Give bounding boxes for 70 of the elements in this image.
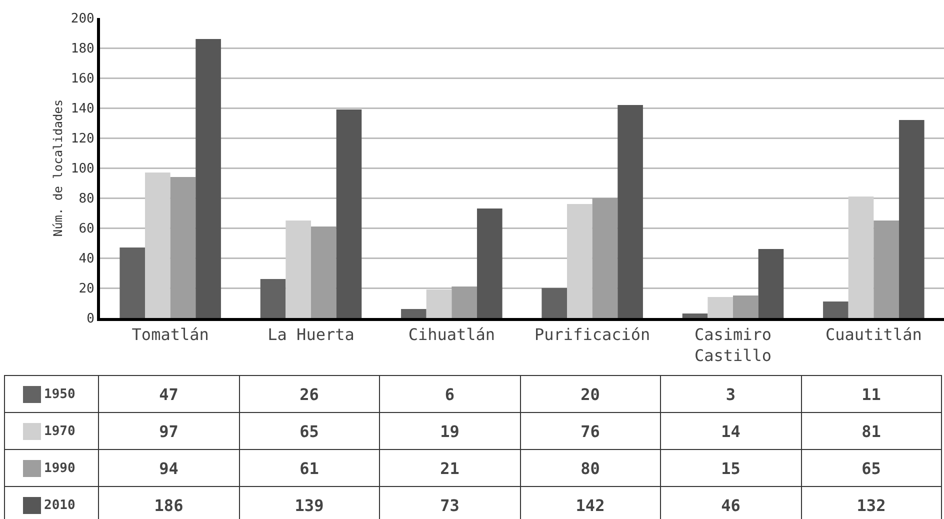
- bar: [618, 105, 643, 318]
- x-tick-label: Purificación: [534, 325, 650, 344]
- bar: [874, 220, 899, 318]
- data-label: 61: [239, 450, 380, 486]
- data-label: 14: [660, 412, 801, 450]
- bar: [452, 286, 477, 318]
- data-label: 73: [380, 486, 520, 519]
- y-tick-label: 100: [70, 162, 94, 177]
- bar: [120, 248, 146, 318]
- y-tick-label: 180: [70, 42, 94, 57]
- data-label: 132: [801, 486, 942, 519]
- bar: [567, 204, 592, 318]
- data-label: 19: [380, 412, 520, 450]
- bar: [708, 297, 733, 318]
- data-label: 97: [98, 412, 239, 450]
- bar: [848, 196, 874, 318]
- bar: [311, 226, 336, 318]
- bar: [542, 288, 568, 318]
- y-tick-label: 20: [78, 282, 94, 297]
- data-label: 47: [98, 376, 239, 412]
- x-tick-label: Casimiro Castillo: [694, 325, 772, 365]
- y-axis-title: Núm. de localidades: [51, 99, 66, 237]
- bar: [196, 39, 221, 318]
- bar: [733, 296, 758, 318]
- bar: [170, 177, 196, 318]
- bar: [401, 309, 426, 318]
- x-tick-label: La Huerta: [268, 325, 354, 344]
- x-tick-label: Tomatlán: [132, 325, 209, 344]
- data-label: 65: [239, 412, 380, 450]
- y-tick-label: 60: [78, 222, 94, 237]
- bar: [823, 302, 848, 318]
- bar: [336, 110, 362, 318]
- data-label: 76: [520, 412, 660, 450]
- data-label: 6: [380, 376, 520, 412]
- bar: [592, 198, 618, 318]
- data-label: 81: [801, 412, 942, 450]
- y-tick-label: 0: [86, 312, 94, 327]
- legend-label: 1950: [4, 376, 98, 412]
- bar: [260, 279, 286, 318]
- data-label: 186: [98, 486, 239, 519]
- bar: [758, 249, 784, 318]
- bar: [145, 172, 170, 318]
- data-label: 46: [660, 486, 801, 519]
- data-label: 80: [520, 450, 660, 486]
- data-label: 20: [520, 376, 660, 412]
- y-tick-label: 80: [78, 192, 94, 207]
- bar: [476, 208, 502, 318]
- bar: [682, 314, 708, 318]
- data-label: 3: [660, 376, 801, 412]
- data-label: 94: [98, 450, 239, 486]
- bar: [286, 220, 311, 318]
- legend-label: 1990: [4, 450, 98, 486]
- x-tick-label: Cihuatlán: [408, 325, 496, 344]
- data-label: 15: [660, 450, 801, 486]
- legend-label: 2010: [4, 486, 98, 519]
- data-label: 65: [801, 450, 942, 486]
- y-tick-label: 200: [70, 12, 94, 27]
- data-label: 26: [239, 376, 380, 412]
- y-tick-label: 140: [70, 102, 94, 117]
- x-tick-label: Cuautitlán: [826, 325, 922, 344]
- data-label: 11: [801, 376, 942, 412]
- data-label: 142: [520, 486, 660, 519]
- bar: [898, 120, 924, 318]
- legend-label: 1970: [4, 412, 98, 450]
- data-label: 139: [239, 486, 380, 519]
- data-label: 21: [380, 450, 520, 486]
- y-tick-label: 40: [78, 252, 94, 267]
- y-tick-label: 160: [70, 72, 94, 87]
- bar: [426, 290, 452, 318]
- y-tick-label: 120: [70, 132, 94, 147]
